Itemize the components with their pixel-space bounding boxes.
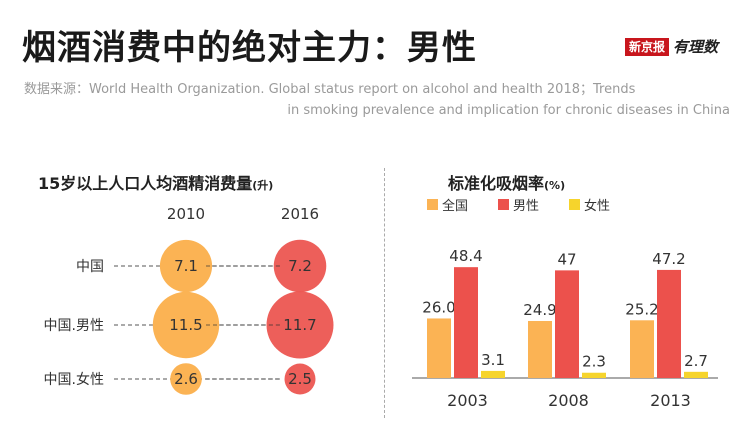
- bar-2003-0: [427, 318, 451, 378]
- bubble-value-label: 11.7: [283, 316, 316, 334]
- bubble-2016-1: [266, 291, 334, 359]
- bar-value-label: 24.9: [523, 301, 556, 319]
- source-line-2: in smoking prevalence and implication fo…: [287, 103, 730, 118]
- bar-category-label: 2003: [447, 391, 488, 410]
- legend-swatch-female: [569, 199, 581, 210]
- brand-script: 有理数: [673, 38, 719, 56]
- smoking-chart-title-text: 标准化吸烟率: [448, 174, 545, 193]
- bar-category-label: 2008: [548, 391, 589, 410]
- bar-category-label: 2013: [650, 391, 691, 410]
- chart-divider: [384, 168, 385, 418]
- bar-2008-2: [582, 372, 606, 378]
- bubble-2010-2: [170, 363, 202, 395]
- source-line-1: 数据来源：World Health Organization. Global s…: [24, 82, 636, 97]
- smoking-bar-chart: 26.0 48.4 3.1 2003 24.9 47 2.3 2008 25.2 47.2 2.7 2…: [412, 247, 718, 410]
- alcohol-chart-title: 15岁以上人口人均酒精消费量(升): [38, 170, 273, 194]
- legend-label-national: 全国: [442, 199, 469, 214]
- bar-value-label: 2.7: [684, 352, 708, 370]
- bubble-value-label: 11.5: [169, 316, 202, 334]
- legend-swatch-national: [427, 199, 438, 210]
- brand-logo: 新京报 有理数: [625, 36, 718, 57]
- bar-2003-2: [481, 370, 505, 378]
- bubble-value-label: 7.2: [288, 257, 312, 275]
- legend-item-male: 男性: [498, 195, 539, 214]
- bar-value-label: 47: [557, 250, 576, 268]
- bar-value-label: 47.2: [652, 250, 685, 268]
- bar-2013-1: [657, 269, 681, 378]
- bubble-2016-2: [284, 363, 316, 395]
- bubble-row-label: 中国.女性: [44, 371, 104, 388]
- bubble-value-label: 2.6: [174, 370, 198, 388]
- bubble-row-label: 中国: [76, 259, 104, 275]
- page-title: 烟酒消费中的绝对主力：男性: [22, 28, 477, 68]
- smoking-chart-unit: (%): [544, 179, 566, 192]
- bubble-column-label: 2016: [281, 205, 319, 223]
- bar-value-label: 48.4: [449, 247, 482, 265]
- smoking-chart-title: 标准化吸烟率(%): [448, 170, 565, 194]
- bubble-2016-0: [273, 239, 327, 293]
- bar-value-label: 25.2: [625, 300, 658, 318]
- bar-2008-0: [528, 320, 552, 378]
- brand-name: 新京报: [625, 37, 670, 56]
- bubble-2010-1: [152, 291, 220, 359]
- bar-2008-1: [555, 270, 579, 378]
- legend-label-male: 男性: [513, 199, 540, 214]
- smoking-legend: 全国 男性 女性: [427, 195, 610, 214]
- bar-value-label: 3.1: [481, 351, 505, 369]
- alcohol-chart-unit: (升): [252, 179, 274, 192]
- bar-2013-0: [630, 320, 654, 378]
- legend-item-national: 全国: [427, 195, 468, 214]
- legend-item-female: 女性: [569, 195, 610, 214]
- bubble-row-label: 中国.男性: [44, 318, 104, 334]
- bar-value-label: 26.0: [422, 298, 455, 316]
- legend-swatch-male: [498, 199, 510, 210]
- bubble-value-label: 2.5: [288, 370, 312, 388]
- bar-2013-2: [684, 371, 708, 378]
- data-source: 数据来源：World Health Organization. Global s…: [24, 79, 730, 121]
- bubble-value-label: 7.1: [174, 257, 198, 275]
- bar-value-label: 2.3: [582, 353, 606, 371]
- alcohol-chart-title-text: 15岁以上人口人均酒精消费量: [38, 174, 253, 193]
- bubble-2010-0: [159, 239, 213, 293]
- legend-label-female: 女性: [584, 199, 611, 214]
- bubble-column-label: 2010: [167, 205, 205, 223]
- bar-2003-1: [454, 267, 478, 378]
